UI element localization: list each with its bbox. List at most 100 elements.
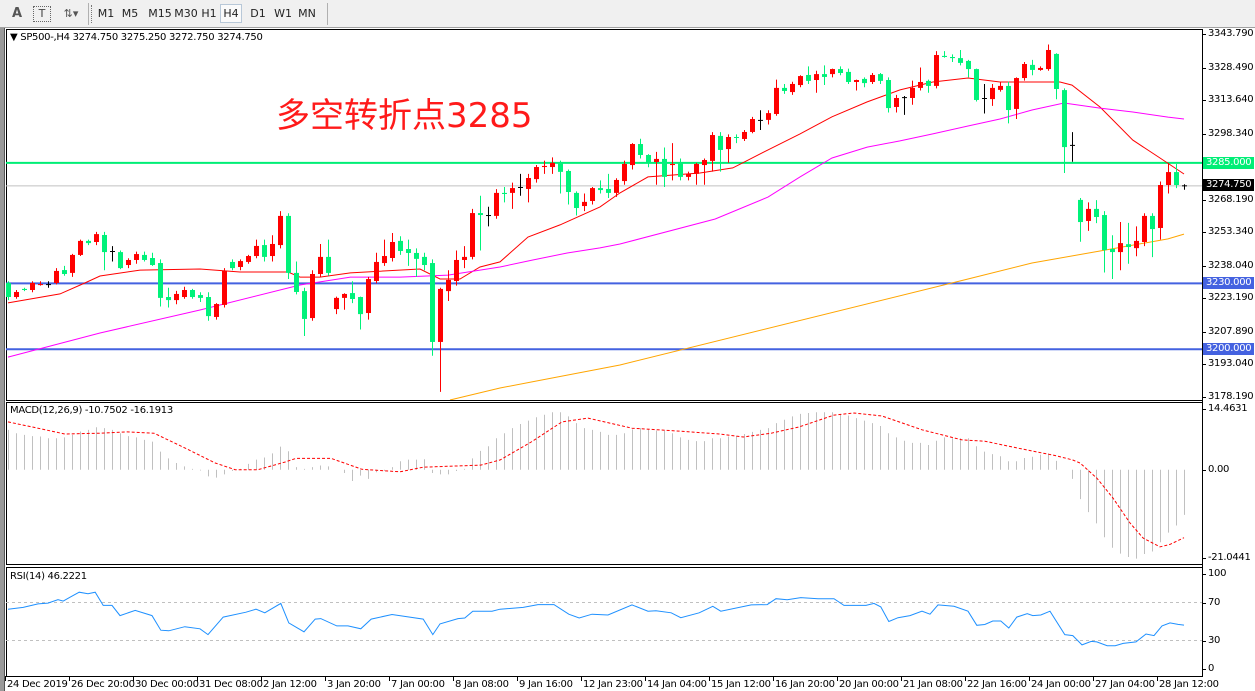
candle-body (854, 80, 859, 82)
candle (262, 239, 267, 262)
candle-body (1134, 240, 1139, 249)
time-tick-label: 16 Jan 20:00 (775, 679, 835, 690)
candle (318, 243, 323, 277)
timeframe-m5-button[interactable]: M5 (121, 7, 139, 20)
candle-body (542, 165, 547, 168)
candle-body (614, 179, 619, 193)
price-tick-label: 3178.190 (1208, 391, 1254, 402)
candle (942, 51, 947, 58)
time-tick-label: 24 Dec 2019 (7, 679, 68, 690)
candle (982, 83, 987, 114)
candle (670, 143, 675, 181)
candle (254, 239, 259, 259)
candle-body (166, 297, 171, 301)
candle-body (462, 256, 467, 260)
candle (390, 233, 395, 262)
candle (1126, 222, 1131, 264)
candle-body (950, 56, 955, 59)
candle (958, 49, 963, 66)
price-tick-label: 3343.790 (1208, 28, 1254, 39)
candle-body (534, 167, 539, 180)
candle (782, 83, 787, 94)
candle (54, 268, 59, 285)
candle-body (702, 160, 707, 166)
candle (150, 252, 155, 266)
candle-body (142, 254, 147, 260)
candle-body (1150, 215, 1155, 230)
candle-body (974, 69, 979, 100)
candle (70, 253, 75, 277)
text-label-tool-button[interactable]: T (33, 6, 51, 22)
candle-body (686, 173, 691, 177)
candle-body (566, 170, 571, 193)
candle-body (718, 135, 723, 150)
time-tick-label: 30 Dec 00:00 (135, 679, 199, 690)
candle (862, 77, 867, 88)
candle-body (1038, 67, 1043, 70)
candle (774, 79, 779, 116)
candle-body (214, 304, 219, 317)
candle (446, 270, 451, 301)
price-tick-label: 3313.640 (1208, 94, 1254, 105)
time-tick-label: 2 Jan 12:00 (263, 679, 317, 690)
rsi-title: RSI(14) 46.2221 (10, 571, 87, 582)
candle-body (750, 119, 755, 132)
candle-body (590, 188, 595, 202)
candle (806, 66, 811, 84)
candle (22, 287, 27, 292)
candle-body (782, 87, 787, 91)
candle (510, 182, 515, 209)
toolbar-grip-handle[interactable] (91, 5, 95, 23)
time-tick-label: 31 Dec 08:00 (199, 679, 263, 690)
time-tick-label: 21 Jan 08:00 (903, 679, 963, 690)
chart-menu-triangle-icon[interactable]: ▼ (10, 32, 18, 43)
candle-body (310, 274, 315, 319)
candle-body (726, 137, 731, 150)
time-tick-label: 7 Jan 00:00 (391, 679, 445, 690)
candle-body (438, 288, 443, 342)
arrows-tool-dropdown[interactable]: ⇅▾ (63, 7, 79, 20)
timeframe-w1-button[interactable]: W1 (274, 7, 292, 20)
candle-body (790, 83, 795, 93)
candle (358, 296, 363, 330)
candle-body (822, 74, 827, 77)
candle-body (246, 256, 251, 262)
candle (302, 287, 307, 337)
time-tick-label: 22 Jan 16:00 (967, 679, 1027, 690)
time-tick-label: 24 Jan 00:00 (1031, 679, 1091, 690)
timeframe-h1-button[interactable]: H1 (201, 7, 217, 20)
candle (998, 81, 1003, 92)
timeframe-m1-button[interactable]: M1 (97, 7, 115, 20)
candle (686, 171, 691, 181)
window-left-edge (0, 28, 5, 691)
candle (1166, 162, 1171, 194)
time-tick-label: 14 Jan 04:00 (647, 679, 707, 690)
text-tool-button[interactable]: A (11, 6, 23, 21)
candle (846, 68, 851, 84)
candle-body (1078, 199, 1083, 223)
timeframe-h4-button[interactable]: H4 (220, 4, 242, 23)
candle (102, 231, 107, 271)
candle (870, 72, 875, 84)
candle (590, 186, 595, 205)
candle-body (6, 282, 11, 298)
candle-body (694, 163, 699, 174)
candle-body (1126, 244, 1131, 248)
timeframe-mn-button[interactable]: MN (298, 7, 316, 20)
candle (494, 189, 499, 219)
candle (310, 270, 315, 321)
timeframe-m30-button[interactable]: M30 (174, 7, 198, 20)
timeframe-m15-button[interactable]: M15 (148, 7, 172, 20)
macd-signal-line (7, 412, 1185, 548)
candle-body (358, 297, 363, 315)
candle-body (278, 215, 283, 246)
annotation-text[interactable]: 多空转折点3285 (276, 96, 533, 136)
candle (1070, 132, 1075, 162)
candle (1006, 81, 1011, 124)
candle (110, 246, 115, 262)
candle (134, 251, 139, 264)
candle-body (446, 279, 451, 292)
candle (1118, 222, 1123, 271)
timeframe-d1-button[interactable]: D1 (250, 7, 266, 20)
